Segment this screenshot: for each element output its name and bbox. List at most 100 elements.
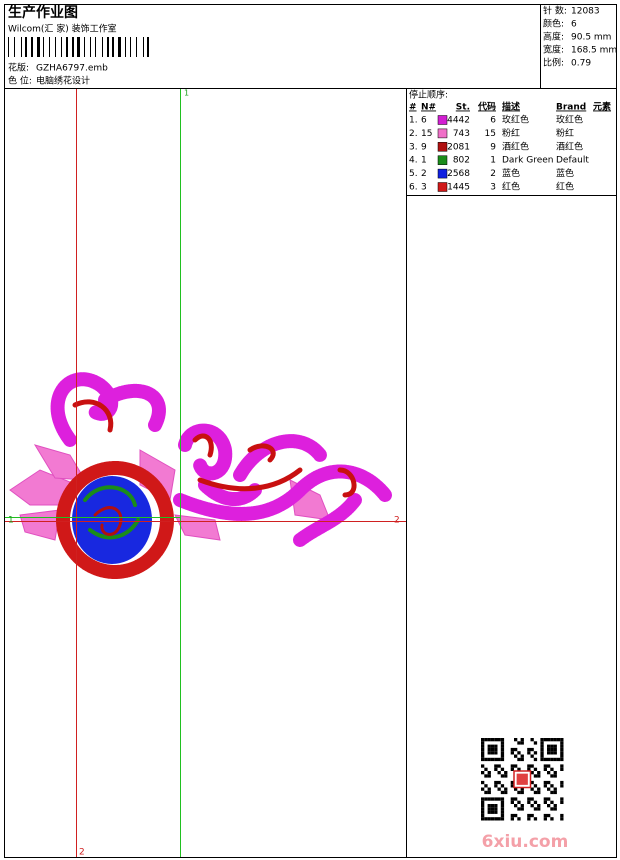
qr-module [481, 741, 485, 745]
qr-module [550, 774, 554, 778]
qr-module [540, 738, 544, 742]
row-code: 3 [490, 183, 496, 193]
qr-module [550, 744, 554, 748]
marker-bottom: 2 [79, 848, 85, 858]
qr-module [497, 797, 501, 801]
outer-frame [4, 4, 617, 858]
qr-module [484, 738, 488, 742]
row-code: 6 [490, 116, 496, 126]
bar-stripe [43, 37, 44, 57]
qr-module [487, 747, 491, 752]
qr-module [530, 738, 534, 742]
color-name: 电脑绣花设计 [36, 75, 90, 87]
qr-module [487, 807, 491, 811]
qr-module [500, 813, 505, 818]
qr-module [487, 757, 491, 762]
qr-module [533, 767, 538, 771]
qr-module [527, 800, 531, 804]
qr-module [481, 771, 485, 775]
row-stitches: 4442 [447, 116, 470, 126]
color-swatch [437, 168, 448, 179]
row-stitches: 2568 [447, 169, 470, 179]
qr-module [520, 757, 524, 762]
qr-module [494, 797, 498, 801]
qr-module [540, 747, 544, 752]
qr-module [547, 787, 551, 791]
qr-module [487, 787, 491, 791]
info-label: 高度: [543, 31, 564, 43]
bar-stripe [72, 37, 74, 57]
qr-module [481, 764, 485, 768]
qr-module [484, 790, 488, 795]
color-label: 色 位: [8, 75, 32, 87]
qr-module [487, 797, 491, 801]
qr-module [560, 741, 564, 745]
qr-module [537, 790, 541, 795]
qr-module [547, 764, 551, 768]
qr-module [553, 790, 557, 795]
bar-stripe [77, 37, 80, 57]
bar-stripe [55, 37, 56, 57]
barcode [8, 37, 149, 57]
bar-stripe [95, 37, 96, 57]
qr-module [547, 804, 551, 808]
qr-module [530, 771, 534, 775]
qr-module [481, 757, 485, 762]
qr-module [500, 744, 505, 748]
qr-module [560, 751, 564, 755]
qr-module [494, 780, 498, 785]
qr-module [494, 757, 498, 762]
qr-module [527, 764, 531, 768]
qr-module [514, 804, 518, 808]
info-label: 宽度: [543, 44, 564, 56]
qr-module [530, 754, 534, 758]
bar-stripe [112, 37, 114, 57]
bar-stripe [130, 37, 131, 57]
info-label: 比例: [543, 57, 564, 69]
row-index: 5. [409, 169, 418, 179]
row-description: 红色 [502, 181, 520, 193]
qr-module [530, 747, 534, 752]
qr-module [481, 797, 485, 801]
info-value: 0.79 [571, 59, 591, 69]
row-stitches: 802 [453, 156, 470, 166]
qr-module [517, 757, 521, 762]
qr-module [494, 807, 498, 811]
qr-module [550, 807, 554, 811]
qr-module [550, 767, 554, 771]
qr-module [497, 787, 501, 791]
info-value: 168.5 mm [571, 46, 617, 56]
qr-module [543, 757, 547, 762]
qr-module [517, 741, 521, 745]
qr-module [500, 751, 505, 755]
qr-module [527, 813, 531, 818]
column-header: N# [421, 103, 436, 113]
qr-module [504, 771, 508, 775]
qr-module [553, 747, 557, 752]
marker-right: 2 [394, 516, 400, 526]
qr-module [533, 790, 538, 795]
row-needle: 3 [421, 183, 427, 193]
bar-stripe [8, 37, 9, 57]
column-header: Brand [556, 103, 586, 113]
qr-module [560, 757, 564, 762]
row-code: 2 [490, 169, 496, 179]
qr-module [547, 771, 551, 775]
bar-stripe [21, 37, 22, 57]
color-swatch [437, 115, 448, 125]
qr-module [547, 747, 551, 752]
qr-module [553, 738, 557, 742]
marker-left: 1 [8, 516, 14, 526]
qr-module [500, 790, 505, 795]
qr-module [487, 790, 491, 795]
qr-module [553, 757, 557, 762]
qr-module [547, 738, 551, 742]
row-brand: 玫红色 [556, 114, 583, 126]
row-brand: 蓝色 [556, 167, 574, 179]
qr-module [500, 797, 505, 801]
qr-module [537, 774, 541, 778]
info-value: 90.5 mm [571, 33, 611, 43]
info-value: 12083 [571, 7, 600, 17]
qr-module [543, 784, 547, 788]
qr-module [494, 738, 498, 742]
